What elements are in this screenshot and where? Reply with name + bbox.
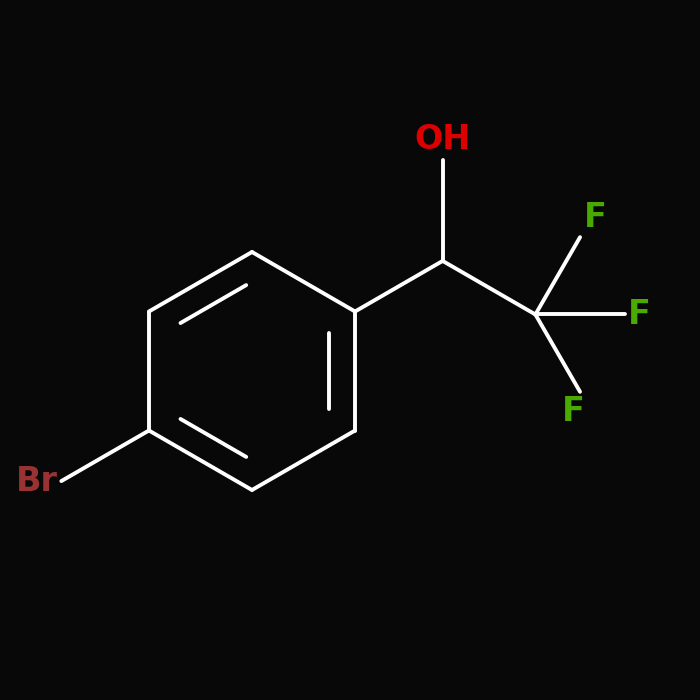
Text: F: F: [628, 298, 651, 331]
Text: F: F: [561, 395, 584, 428]
Text: OH: OH: [414, 123, 471, 156]
Text: F: F: [584, 201, 606, 234]
Text: Br: Br: [16, 465, 58, 498]
